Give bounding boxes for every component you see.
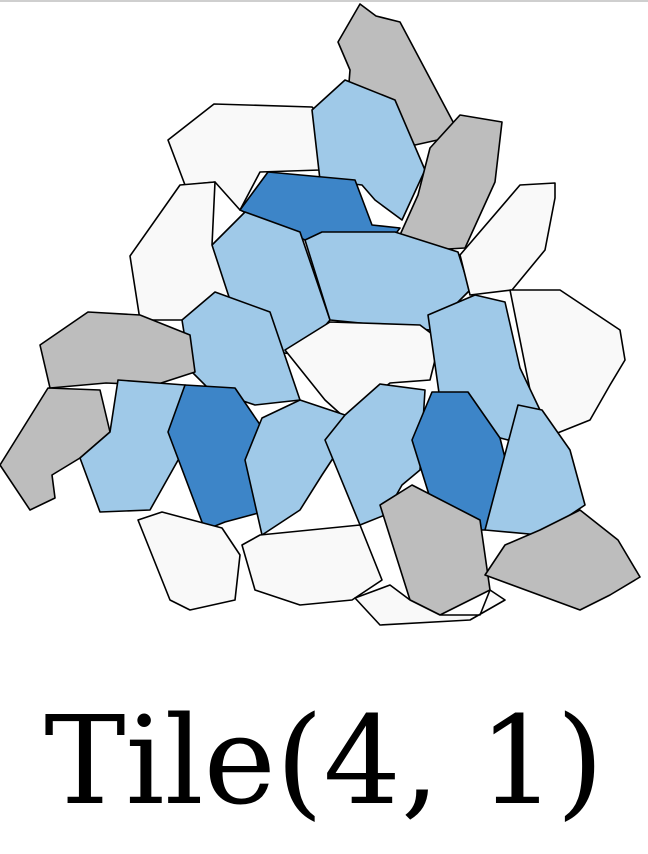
tile-caption: Tile(4, 1) (44, 690, 604, 832)
tile-patch-diagram (0, 3, 641, 626)
tile-white (284, 321, 441, 419)
tile-light-blue (244, 399, 346, 536)
top-border (0, 0, 648, 2)
tile-light-blue (324, 383, 426, 526)
tile-gray (484, 509, 641, 611)
tile-white (354, 584, 506, 626)
tile-white (459, 182, 556, 296)
tile-white (241, 524, 383, 606)
tile-white (137, 511, 241, 611)
tile-gray (39, 311, 196, 389)
